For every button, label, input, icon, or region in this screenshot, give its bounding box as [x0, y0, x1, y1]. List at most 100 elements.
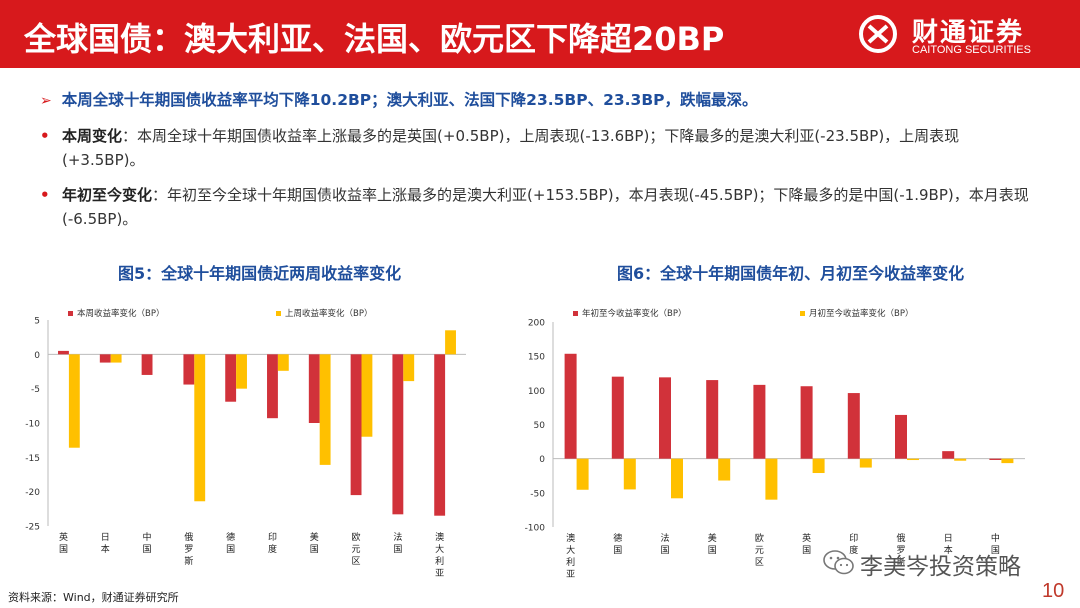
category-label: 印: [268, 531, 277, 543]
bullet-dot-icon: •: [40, 186, 50, 204]
chart6-title: 图6：全球十年期国债年初、月初至今收益率变化: [617, 264, 965, 283]
legend-swatch: [68, 311, 73, 316]
category-label: 德: [226, 531, 235, 543]
category-label: 国: [310, 544, 319, 555]
y-tick-label: 100: [528, 387, 545, 397]
page-title: 全球国债：澳大利亚、法国、欧元区下降超20BP: [24, 20, 725, 58]
bar: [611, 376, 624, 459]
category-label: 日: [101, 532, 110, 543]
bar: [847, 393, 860, 459]
category-label: 斯: [896, 556, 905, 568]
bar: [576, 458, 589, 490]
category-label: 德: [613, 532, 622, 544]
category-label: 欧: [755, 532, 764, 544]
bar: [58, 350, 69, 355]
bar: [236, 354, 247, 389]
bar: [718, 458, 731, 481]
category-label: 澳: [435, 531, 444, 543]
legend-swatch: [573, 311, 578, 316]
category-label: 罗: [896, 545, 905, 556]
logo-text-en: CAITONG SECURITIES: [912, 44, 1031, 56]
category-label: 澳: [566, 532, 575, 544]
watermark: 李美岑投资策略: [816, 544, 1056, 584]
category-label: 国: [660, 545, 669, 556]
bar: [706, 380, 719, 459]
category-label: 区: [352, 556, 361, 567]
bar: [434, 354, 446, 516]
category-label: 俄: [896, 532, 905, 544]
source-note: 资料来源：Wind，财通证券研究所: [8, 591, 179, 604]
logo-text-cn: 财通证券: [912, 18, 1025, 48]
legend-label: 上周收益率变化（BP）: [285, 308, 372, 319]
category-label: 国: [393, 544, 402, 555]
bar: [99, 354, 111, 363]
category-label: 亚: [435, 568, 444, 578]
y-tick-label: -10: [25, 420, 40, 430]
bullet-label: 本周变化: [62, 127, 123, 145]
category-label: 罗: [184, 544, 193, 555]
legend-label: 本周收益率变化（BP）: [77, 308, 164, 319]
bar: [392, 354, 404, 515]
bullet-text: ：本周全球十年期国债收益率上涨最多的是英国(+0.5BP)，上周表现(-13.6…: [62, 127, 960, 169]
bar: [623, 458, 636, 490]
bullet-label: 年初至今变化: [62, 186, 153, 204]
summary-text: 本周全球十年期国债收益率平均下降10.2BP；澳大利亚、法国下降23.5BP、2…: [61, 91, 758, 109]
legend-swatch: [800, 311, 805, 316]
bar: [800, 386, 813, 459]
y-tick-label: 0: [539, 455, 545, 465]
bar: [225, 354, 237, 402]
category-label: 度: [849, 544, 858, 556]
caitong-logo: 财通证券 CAITONG SECURITIES: [850, 6, 1072, 62]
bar: [765, 458, 778, 500]
legend-swatch: [276, 311, 281, 316]
category-label: 欧: [352, 531, 361, 543]
category-label: 法: [660, 532, 669, 544]
bar: [361, 354, 373, 437]
category-label: 中: [143, 531, 152, 543]
wechat-icon: [823, 550, 854, 575]
bar: [859, 458, 872, 468]
category-label: 本: [101, 543, 110, 555]
y-tick-label: -25: [25, 523, 40, 533]
y-tick-label: -20: [25, 488, 40, 498]
bar: [194, 354, 206, 502]
category-label: 区: [755, 557, 764, 568]
bar: [319, 354, 331, 465]
chart6-ytd-mtd-yield-change: 200 150 100 50 0 -50 -100 年初至今收益率变化（BP） 月初至今收益率变…: [525, 308, 1025, 578]
category-label: 中: [991, 532, 1000, 544]
bar: [564, 353, 577, 459]
bar: [659, 377, 671, 459]
y-tick-label: -100: [525, 524, 546, 534]
page-number: 10: [1042, 580, 1065, 602]
watermark-text: 李美岑投资策略: [860, 554, 1021, 580]
category-label: 法: [393, 531, 402, 543]
chart5-title: 图5：全球十年期国债近两周收益率变化: [118, 264, 402, 283]
category-label: 利: [435, 555, 444, 567]
bar: [907, 458, 919, 461]
category-label: 美: [310, 531, 319, 543]
y-tick-label: 0: [34, 351, 40, 361]
bar: [1001, 458, 1014, 464]
bar: [308, 354, 320, 423]
y-tick-label: 5: [34, 317, 40, 327]
bar: [445, 330, 456, 355]
triangle-right-icon: ➢: [40, 93, 52, 109]
bar: [350, 354, 362, 496]
category-label: 大: [566, 544, 575, 556]
bullet-dot-icon: •: [40, 127, 50, 145]
category-label: 英: [59, 531, 68, 543]
bar: [183, 354, 195, 385]
category-label: 国: [226, 544, 235, 555]
y-tick-label: -15: [25, 454, 40, 464]
bar: [671, 458, 683, 499]
category-label: 斯: [184, 555, 193, 567]
bar: [895, 414, 907, 459]
bar: [812, 458, 825, 474]
summary-line: ➢ 本周全球十年期国债收益率平均下降10.2BP；澳大利亚、法国下降23.5BP、…: [40, 88, 1050, 110]
category-label: 度: [268, 543, 277, 555]
category-label: 大: [435, 543, 444, 555]
bar: [68, 354, 80, 448]
y-tick-label: -50: [530, 489, 545, 499]
category-label: 国: [708, 545, 717, 556]
category-label: 元: [755, 546, 764, 556]
